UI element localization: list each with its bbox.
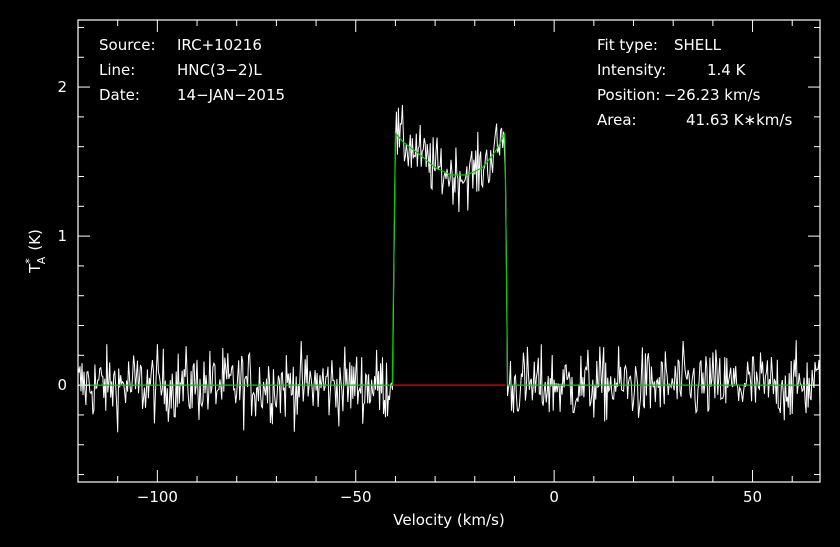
info-source-value: IRC+10216 [177, 36, 262, 54]
info-line-key: Line: [99, 61, 135, 79]
info-position-value: −26.23 km/s [664, 86, 761, 104]
info-position-key: Position: [597, 86, 660, 104]
fit-series-line [78, 131, 820, 386]
info-block-right: Fit type: SHELL Intensity: 1.4 K Positio… [597, 36, 792, 129]
info-fit-type-key: Fit type: [597, 36, 658, 54]
spectrum-series-line [77, 104, 821, 433]
info-area-key: Area: [597, 111, 637, 129]
y-tick-label: 1 [57, 227, 67, 245]
y-axis-label-sup: * [23, 258, 36, 264]
y-tick-label: 2 [57, 78, 67, 96]
axis-ticks: −100 −50 0 50 0 1 2 [57, 20, 820, 506]
info-intensity-key: Intensity: [597, 61, 666, 79]
x-tick-label: −100 [137, 488, 178, 506]
info-fit-type-value: SHELL [674, 36, 722, 54]
x-tick-label: −50 [340, 488, 372, 506]
y-axis-label-unit: (K) [26, 229, 44, 251]
info-date-value: 14−JAN−2015 [177, 86, 285, 104]
y-tick-label: 0 [57, 376, 67, 394]
info-area-value: 41.63 K∗km/s [686, 111, 792, 129]
x-tick-label: 0 [549, 488, 559, 506]
x-tick-label: 50 [743, 488, 762, 506]
info-block-left: Source: IRC+10216 Line: HNC(3−2)L Date: … [99, 36, 285, 104]
svg-text:T*A(K): T*A (K) [23, 229, 48, 274]
y-axis-label: T*A (K) [23, 229, 48, 274]
plot-traces [77, 104, 821, 433]
info-line-value: HNC(3−2)L [177, 61, 262, 79]
info-source-key: Source: [99, 36, 156, 54]
plot-frame [77, 19, 821, 483]
x-axis-label: Velocity (km/s) [393, 511, 504, 529]
info-intensity-value: 1.4 K [707, 61, 747, 79]
info-date-key: Date: [99, 86, 140, 104]
y-axis-label-main: T [26, 263, 44, 274]
y-axis-label-sub: A [35, 256, 48, 264]
